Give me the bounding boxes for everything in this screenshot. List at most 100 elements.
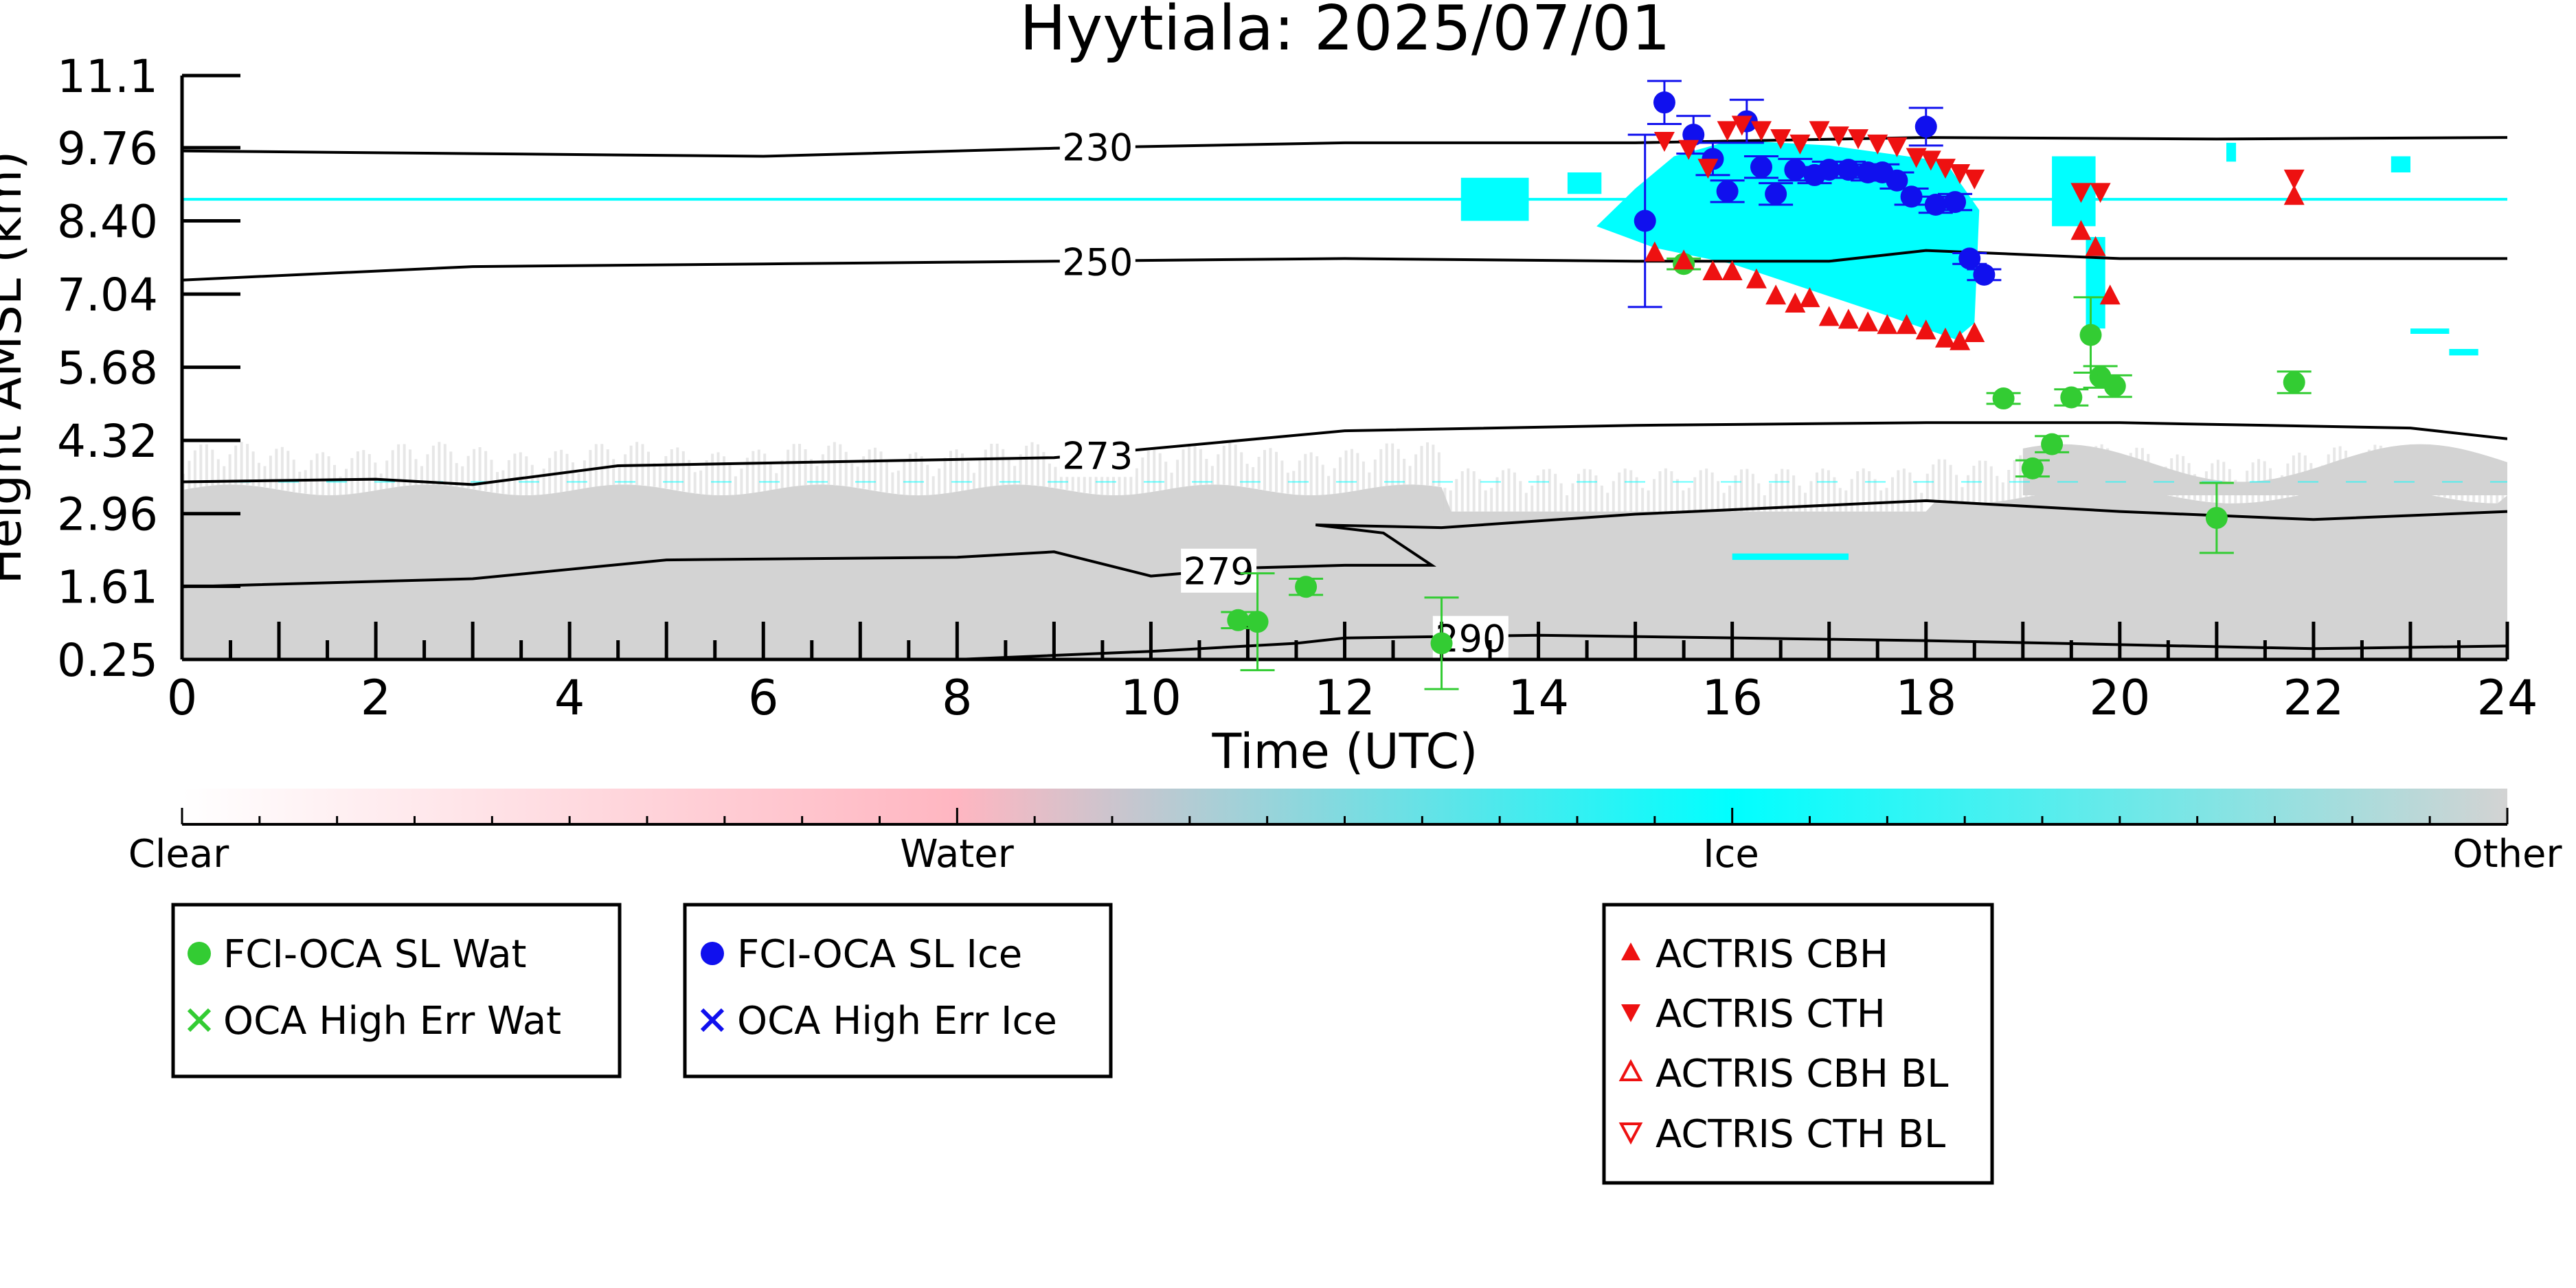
field-other-speckle <box>1728 485 1731 512</box>
field-other-speckle <box>484 451 488 492</box>
field-other-speckle <box>1013 466 1017 485</box>
field-other-speckle <box>420 466 423 485</box>
field-other-speckle <box>188 460 191 489</box>
field-other-speckle <box>1873 479 1877 512</box>
marker-circle <box>1750 156 1772 179</box>
marker-circle <box>1430 632 1453 655</box>
field-other-speckle <box>1734 475 1737 512</box>
field-other-speckle <box>368 454 371 492</box>
field-other-speckle <box>2013 460 2016 499</box>
field-other-speckle <box>1210 466 1214 485</box>
field-other-speckle <box>1304 453 1307 495</box>
field-other-speckle <box>833 442 836 485</box>
marker-circle <box>1900 185 1923 208</box>
field-other-speckle <box>1455 479 1458 512</box>
contour-line-279 <box>182 499 2507 589</box>
field-other-speckle <box>1751 473 1754 512</box>
field-other-speckle <box>600 444 604 486</box>
marker-triangle-up <box>2283 185 2305 205</box>
field-other-speckle <box>1786 469 1789 512</box>
y-tick-label: 8.40 <box>57 196 158 249</box>
field-other-speckle <box>327 456 330 495</box>
field-other-speckle <box>385 460 389 489</box>
x-tick-label: 0 <box>167 670 198 726</box>
field-other-speckle <box>664 456 668 489</box>
field-other-speckle <box>1972 466 1976 504</box>
marker-triangle-up <box>1877 314 1898 335</box>
field-ice-patch <box>1567 172 1602 194</box>
marker-triangle-up <box>2099 284 2121 305</box>
field-other-speckle <box>1902 468 1906 512</box>
field-other-speckle <box>1885 488 1888 512</box>
field-other-speckle <box>1490 488 1493 512</box>
y-tick-label: 2.96 <box>57 488 158 541</box>
field-other-speckle <box>972 473 975 489</box>
field-other-speckle <box>699 470 703 495</box>
field-other-speckle <box>1827 470 1830 512</box>
field-other-speckle <box>1937 459 1941 501</box>
field-other-speckle <box>234 445 238 485</box>
field-other-speckle <box>658 466 662 488</box>
y-ticks: 0.25 1.61 2.96 4.32 5.68 7.04 8.40 9.76 11.1 <box>57 50 240 687</box>
field-other-speckle <box>426 454 429 485</box>
contour-label-230: 230 <box>1062 126 1133 169</box>
field-other-speckle <box>1019 454 1022 485</box>
field-other-speckle <box>1618 472 1621 512</box>
field-other-speckle <box>403 444 406 486</box>
colorbar-label-ice: Ice <box>1703 832 1759 877</box>
field-other-speckle <box>1263 450 1266 490</box>
legend-label-wat-err: OCA High Err Wat <box>223 999 561 1043</box>
marker-circle <box>1765 183 1787 205</box>
marker-triangle-down <box>1828 126 1849 147</box>
marker-triangle-up <box>1857 311 1879 332</box>
field-other-speckle <box>1351 449 1353 492</box>
marker-triangle-down <box>2090 183 2111 203</box>
field-other-speckle <box>449 451 453 486</box>
marker-triangle-up <box>1964 322 1985 343</box>
field-other-speckle <box>1844 490 1848 512</box>
field-other-speckle <box>292 460 295 493</box>
field-other-speckle <box>431 445 435 485</box>
field-other-speckle <box>362 450 365 493</box>
field-other-speckle <box>1996 475 1999 502</box>
field-other-speckle <box>1002 449 1005 486</box>
contour-line-273 <box>182 421 2507 486</box>
marker-triangle-up <box>1702 260 1724 280</box>
marker-triangle-up <box>1799 287 1820 308</box>
field-other-speckle <box>1519 481 1522 512</box>
marker-triangle-up <box>1785 292 1806 313</box>
field-other-speckle <box>1682 490 1685 512</box>
field-other-speckle <box>1373 460 1377 488</box>
field-other-speckle <box>938 468 941 495</box>
field-other-speckle <box>1007 459 1010 485</box>
field-other-speckle <box>984 449 987 488</box>
field-ice-patch <box>2052 156 2096 227</box>
field-other-speckle <box>1443 488 1447 512</box>
field-other-speckle <box>967 462 970 490</box>
field-other-speckle <box>809 459 813 485</box>
field-other-speckle <box>1781 468 1784 512</box>
field-other-speckle <box>1397 449 1400 485</box>
field-other-speckle <box>1368 472 1371 489</box>
marker-circle <box>1958 247 1981 270</box>
field-other-speckle <box>879 451 883 492</box>
field-other-speckle <box>711 453 714 495</box>
field-other-speckle <box>501 470 505 494</box>
colorbar-ticks <box>181 808 2509 824</box>
field-other-speckle <box>554 451 557 494</box>
legend-marker-ice-circle <box>701 942 724 965</box>
x-axis-label: Time (UTC) <box>1212 723 1478 780</box>
marker-circle <box>2205 506 2228 529</box>
field-other-speckle <box>216 459 220 486</box>
field-other-speckle <box>1577 473 1580 512</box>
marker-triangle-up <box>1915 319 1936 340</box>
field-other-speckle <box>1037 444 1039 486</box>
field-other-speckle <box>391 450 394 488</box>
field-other-speckle <box>193 450 196 488</box>
field-other-speckle <box>757 449 760 493</box>
field-other-speckle <box>949 451 952 493</box>
marker-triangle-down <box>1809 121 1830 142</box>
field-other-speckle <box>618 466 621 485</box>
marker-circle <box>2060 386 2083 409</box>
field-other-speckle <box>723 456 725 496</box>
